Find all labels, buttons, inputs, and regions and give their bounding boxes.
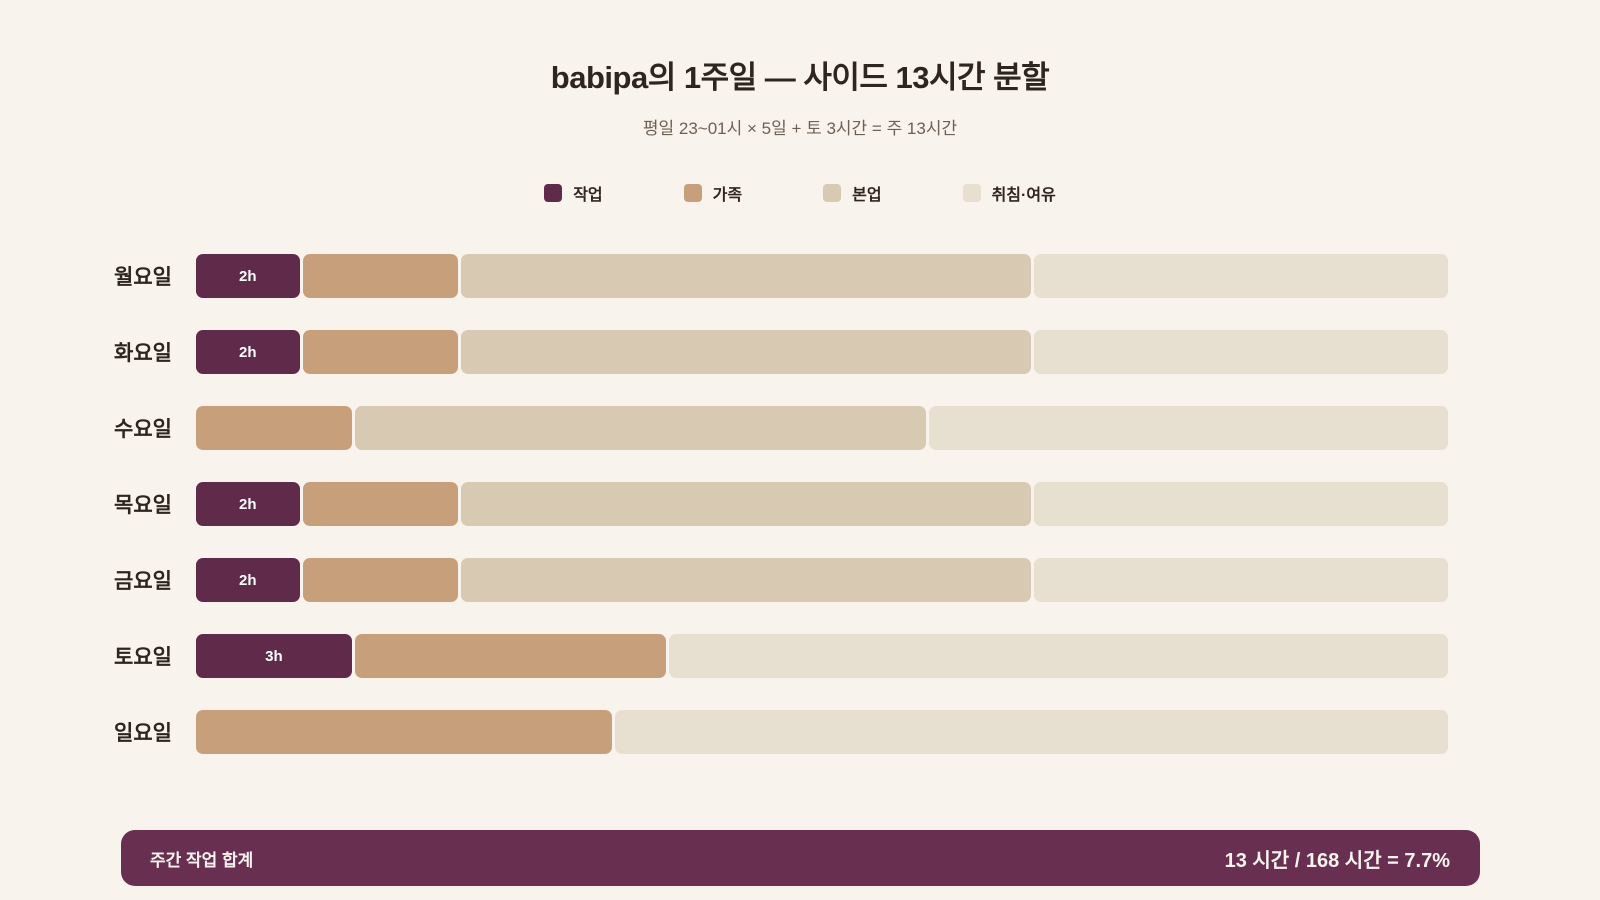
legend-swatch-icon xyxy=(823,184,842,202)
bar-segment xyxy=(354,634,667,678)
stacked-bar: 3h xyxy=(196,634,1448,678)
bar-segment xyxy=(354,406,926,450)
bar-segment xyxy=(302,558,458,602)
stacked-bar xyxy=(196,710,1448,754)
bar-segment xyxy=(196,406,352,450)
chart-row: 화요일 2h xyxy=(0,330,1600,374)
day-label: 목요일 xyxy=(114,494,172,517)
bar-segment xyxy=(1033,482,1448,526)
legend-item-1: 가족 xyxy=(683,181,743,205)
day-label: 일요일 xyxy=(114,722,172,745)
page-title: babipa의 1주일 — 사이드 13시간 분할 xyxy=(550,60,1050,95)
legend-label: 취침·여유 xyxy=(991,187,1056,204)
bar-segment: 2h xyxy=(196,558,300,602)
chart-subtitle: 평일 23~01시 × 5일 + 토 3시간 = 주 13시간 xyxy=(642,119,958,138)
chart-row: 목요일 2h xyxy=(0,482,1600,526)
day-label: 화요일 xyxy=(114,342,172,365)
bar-segment xyxy=(196,710,613,754)
stacked-bar: 2h xyxy=(196,482,1448,526)
legend-label: 본업 xyxy=(852,187,882,204)
legend-swatch-icon xyxy=(683,184,702,202)
bar-segment: 2h xyxy=(196,330,300,374)
weekly-total-banner: 주간 작업 합계 13 시간 / 168 시간 = 7.7% xyxy=(121,830,1480,886)
stacked-bar: 2h xyxy=(196,330,1448,374)
day-label: 금요일 xyxy=(114,570,172,593)
bar-segment xyxy=(302,330,458,374)
bar-segment xyxy=(928,406,1448,450)
bar-segment xyxy=(1033,254,1448,298)
legend-swatch-icon xyxy=(544,184,563,202)
bar-segment xyxy=(615,710,1448,754)
bar-segment xyxy=(460,482,1031,526)
chart-row: 월요일 2h xyxy=(0,254,1600,298)
day-label: 토요일 xyxy=(114,646,172,669)
bar-segment xyxy=(460,330,1031,374)
bar-segment xyxy=(1033,330,1448,374)
bar-segment xyxy=(460,254,1031,298)
bar-segment: 2h xyxy=(196,482,300,526)
chart-row: 수요일 xyxy=(0,406,1600,450)
bar-segment xyxy=(460,558,1031,602)
stacked-bar: 2h xyxy=(196,254,1448,298)
legend-item-3: 취침·여유 xyxy=(962,181,1056,205)
chart-row: 금요일 2h xyxy=(0,558,1600,602)
legend-label: 가족 xyxy=(712,187,743,204)
chart-legend: 작업 가족 본업 취침·여유 xyxy=(0,181,1600,205)
bar-segment: 3h xyxy=(196,634,352,678)
summary-value: 13 시간 / 168 시간 = 7.7% xyxy=(1224,849,1450,872)
bar-segment xyxy=(669,634,1448,678)
day-label: 월요일 xyxy=(114,266,172,289)
chart-row: 토요일 3h xyxy=(0,634,1600,678)
legend-item-2: 본업 xyxy=(823,181,882,205)
stacked-bar: 2h xyxy=(196,558,1448,602)
summary-label: 주간 작업 합계 xyxy=(150,850,254,870)
legend-item-0: 작업 xyxy=(544,181,603,205)
chart-row: 일요일 xyxy=(0,710,1600,754)
bar-segment: 2h xyxy=(196,254,300,298)
legend-label: 작업 xyxy=(573,187,603,204)
bar-segment xyxy=(302,254,458,298)
legend-swatch-icon xyxy=(962,184,981,202)
bar-segment xyxy=(1033,558,1448,602)
day-label: 수요일 xyxy=(114,418,172,441)
bar-segment xyxy=(302,482,458,526)
stacked-bar xyxy=(196,406,1448,450)
